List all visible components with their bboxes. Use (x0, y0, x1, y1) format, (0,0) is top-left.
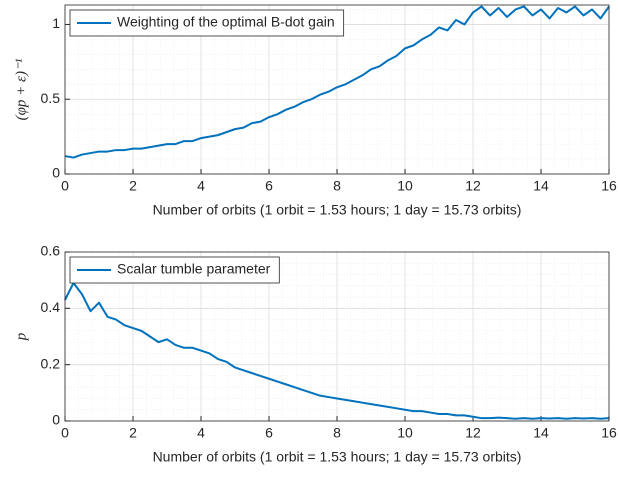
y-axis-label: p (13, 332, 29, 341)
x-tick-label: 16 (601, 178, 617, 194)
x-tick-label: 12 (465, 178, 481, 194)
x-tick-label: 10 (397, 425, 413, 441)
legend-label: Weighting of the optimal B-dot gain (117, 14, 335, 30)
data-line (64, 281, 610, 420)
x-tick-label: 8 (333, 425, 341, 441)
axes-frame (64, 4, 610, 175)
x-tick-label: 12 (465, 425, 481, 441)
y-tick-label: 0.5 (41, 90, 61, 106)
legend-box (69, 256, 280, 284)
legend-label: Scalar tumble parameter (117, 261, 271, 277)
y-tick-label: 1 (52, 15, 60, 31)
data-line (64, 5, 610, 159)
x-tick-label: 10 (397, 178, 413, 194)
y-tick-label: 0 (52, 412, 60, 428)
x-tick-label: 8 (333, 178, 341, 194)
y-tick-label: 0.4 (41, 299, 61, 315)
x-tick-label: 16 (601, 425, 617, 441)
subplot: 0 2 4 6 8 10 12 14 16 0 0.5 1 Weighting of the optim… (13, 4, 617, 218)
x-tick-label: 0 (61, 178, 69, 194)
x-tick-label: 6 (265, 178, 273, 194)
x-tick-label: 4 (197, 425, 205, 441)
y-tick-label: 0 (52, 165, 60, 181)
y-tick-label: 0.2 (41, 355, 61, 371)
legend-box (69, 9, 345, 37)
x-tick-label: 14 (533, 178, 549, 194)
y-tick-label: 0.6 (41, 243, 61, 259)
x-tick-label: 2 (129, 425, 137, 441)
x-axis-label: Number of orbits (1 orbit = 1.53 hours; … (153, 202, 522, 218)
x-tick-label: 14 (533, 425, 549, 441)
legend: Weighting of the optimal B-dot gain (69, 9, 345, 37)
x-tick-label: 6 (265, 425, 273, 441)
x-tick-label: 2 (129, 178, 137, 194)
legend: Scalar tumble parameter (69, 256, 280, 284)
x-axis-label: Number of orbits (1 orbit = 1.53 hours; … (153, 449, 522, 465)
axes-frame (64, 251, 610, 422)
subplot: 0 2 4 6 8 10 12 14 16 0 0.2 0.4 0.6 Scalar tumble par… (13, 243, 617, 465)
x-tick-label: 0 (61, 425, 69, 441)
x-tick-label: 4 (197, 178, 205, 194)
y-axis-label: (φp + ε)⁻¹ (13, 58, 29, 120)
